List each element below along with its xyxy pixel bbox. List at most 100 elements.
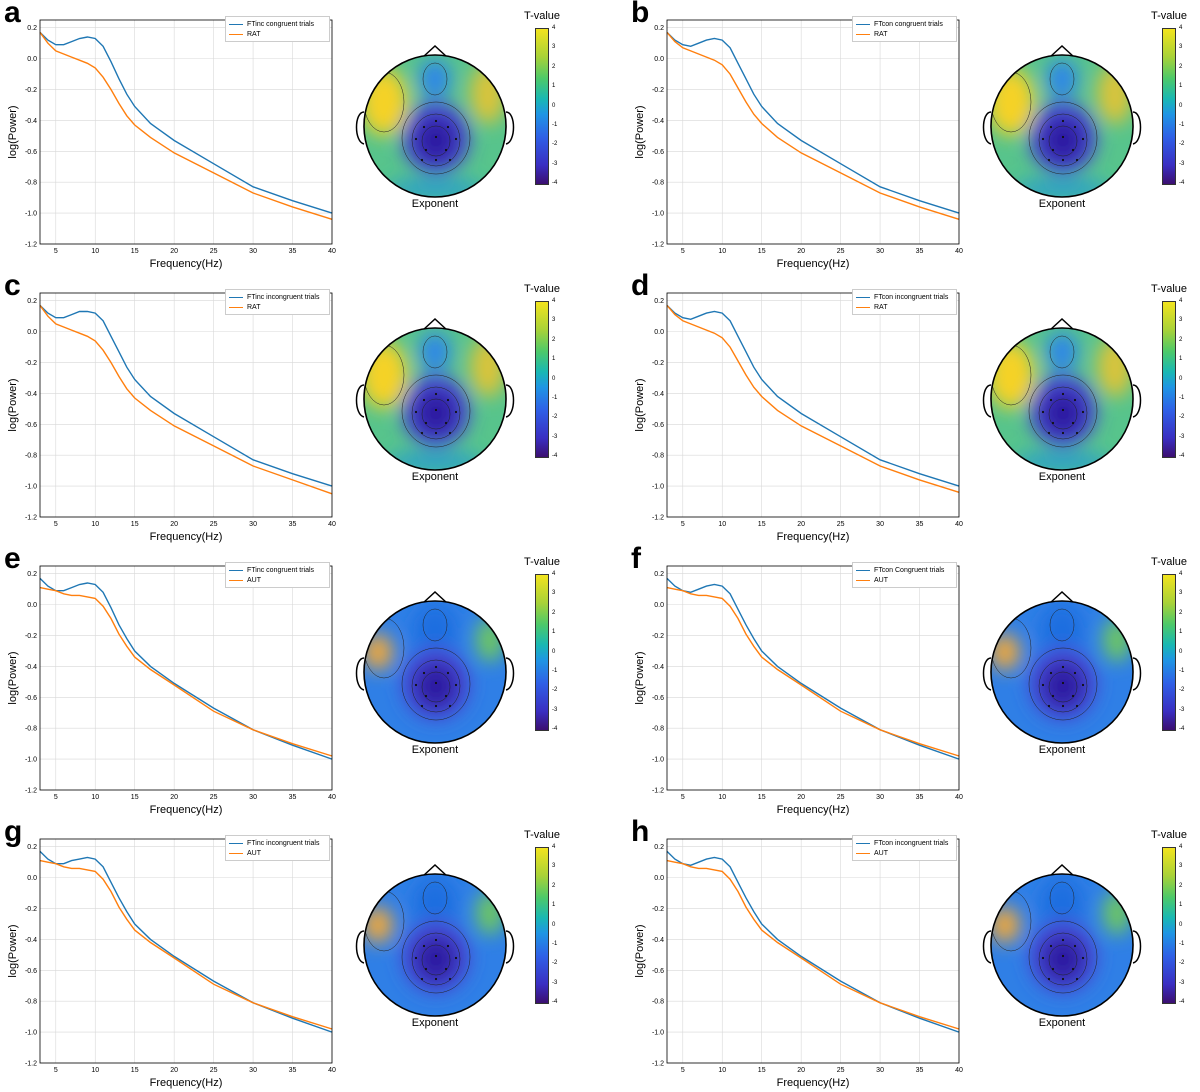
field-right-positive xyxy=(1103,891,1131,935)
contour-line xyxy=(1048,398,1078,430)
topomap-field xyxy=(364,874,506,1016)
electrode-marker xyxy=(1061,392,1065,396)
field-right-positive xyxy=(476,618,504,662)
colorbar-tick-label: -4 xyxy=(552,453,558,459)
series-line-orange xyxy=(39,586,333,757)
legend-entry: FTcon incongruent trials xyxy=(856,838,953,848)
colorbar-tick-label: -3 xyxy=(1179,433,1185,440)
head-nose xyxy=(1049,317,1075,331)
y-tick-label: -1.0 xyxy=(25,211,37,218)
x-axis-label: Frequency(Hz) xyxy=(777,258,850,270)
legend-label: AUT xyxy=(247,849,261,857)
electrode-marker xyxy=(1049,944,1053,948)
contour-line xyxy=(1048,671,1078,703)
head-right-ear xyxy=(1132,930,1142,964)
y-axis-label: log(Power) xyxy=(7,651,19,704)
x-tick-label: 40 xyxy=(328,248,336,255)
panel-letter: a xyxy=(4,0,21,29)
field-central-inner xyxy=(1041,116,1085,164)
electrode-marker xyxy=(454,410,458,414)
electrode-marker xyxy=(1075,977,1079,981)
exponent-label: Exponent xyxy=(411,471,459,483)
head-nose xyxy=(422,863,448,877)
panel-f: f 5 10 15 20 25 30 35 40 0.2 0.0 -0.2 -0.4 -0.6 -0.8 -1… xyxy=(627,542,1200,819)
electrode-marker xyxy=(1047,431,1051,435)
legend-label: FTcon incongruent trials xyxy=(874,839,949,847)
x-tick-label: 5 xyxy=(681,794,685,801)
electrode-marker xyxy=(1041,410,1045,414)
x-tick-label: 5 xyxy=(681,521,685,528)
topomap xyxy=(982,863,1142,1017)
series-line-orange xyxy=(39,859,333,1030)
x-tick-label: 30 xyxy=(249,1067,257,1074)
field-frontal xyxy=(1040,604,1084,656)
electrode-marker xyxy=(1071,694,1075,698)
head-outline xyxy=(363,873,507,1017)
y-tick-label: -0.6 xyxy=(25,968,37,975)
topomap xyxy=(982,317,1142,471)
panel-letter: h xyxy=(631,815,650,848)
electrode-marker xyxy=(422,125,426,129)
colorbar-tick-label: 3 xyxy=(1179,317,1183,324)
electrode-marker xyxy=(1061,681,1065,685)
y-tick-label: -1.0 xyxy=(25,757,37,764)
topomap xyxy=(982,590,1142,744)
electrode-marker xyxy=(422,944,426,948)
x-axis-label: Frequency(Hz) xyxy=(777,1077,850,1089)
legend: FTinc congruent trials AUT xyxy=(225,562,330,588)
colorbar xyxy=(535,301,549,458)
contour-line xyxy=(1049,608,1075,642)
colorbar-tick-label: 2 xyxy=(552,882,556,889)
x-tick-label: 25 xyxy=(210,794,218,801)
x-tick-label: 30 xyxy=(876,248,884,255)
axes-frame xyxy=(666,292,960,518)
y-tick-label: 0.2 xyxy=(654,298,664,305)
x-tick-label: 5 xyxy=(681,248,685,255)
x-tick-label: 15 xyxy=(758,521,766,528)
field-frontal-negative xyxy=(419,59,451,99)
x-tick-label: 25 xyxy=(837,521,845,528)
legend-label: RAT xyxy=(247,303,261,311)
electrode-marker xyxy=(434,119,438,123)
electrode-marker xyxy=(1061,954,1065,958)
legend-swatch xyxy=(229,306,243,308)
head-right-ear xyxy=(1132,111,1142,145)
legend-label: FTinc incongruent trials xyxy=(247,839,320,847)
electrode-marker xyxy=(434,938,438,942)
legend-swatch xyxy=(856,579,870,581)
colorbar-tick-label: -3 xyxy=(552,706,558,713)
x-tick-label: 35 xyxy=(916,1067,924,1074)
head-outline xyxy=(363,54,507,198)
x-tick-label: 30 xyxy=(876,794,884,801)
contour-line xyxy=(1049,335,1075,369)
head-left-ear xyxy=(982,930,992,964)
x-tick-label: 10 xyxy=(718,1067,726,1074)
contour-line xyxy=(411,659,461,713)
y-tick-label: -0.2 xyxy=(25,87,37,94)
head-right-ear xyxy=(505,930,515,964)
line-chart: 5 10 15 20 25 30 35 40 0.2 0.0 -0.2 -0.4 -0.6 -0.8 -1.… xyxy=(634,19,963,270)
colorbar-title: T-value xyxy=(523,829,561,841)
legend: FTinc incongruent trials AUT xyxy=(225,835,330,861)
x-tick-label: 15 xyxy=(758,1067,766,1074)
contour-line xyxy=(1028,101,1098,175)
colorbar-tick-label: 1 xyxy=(552,356,556,363)
legend: FTcon incongruent trials RAT xyxy=(852,289,957,315)
legend-entry: RAT xyxy=(229,29,326,39)
x-axis-label: Frequency(Hz) xyxy=(150,1077,223,1089)
legend-label: AUT xyxy=(874,576,888,584)
electrode-marker xyxy=(1051,967,1055,971)
colorbar-tick-label: -1 xyxy=(1179,667,1185,674)
electrode-marker xyxy=(424,967,428,971)
panel-letter: c xyxy=(4,269,21,302)
x-tick-label: 20 xyxy=(797,794,805,801)
y-tick-label: -1.2 xyxy=(25,1061,37,1068)
legend-entry: FTinc incongruent trials xyxy=(229,292,326,302)
legend-swatch xyxy=(229,33,243,35)
colorbar-tick-label: 4 xyxy=(552,844,556,850)
x-axis-label: Frequency(Hz) xyxy=(777,531,850,543)
topomap xyxy=(982,44,1142,198)
contour-line xyxy=(411,386,461,440)
head-left-ear xyxy=(982,384,992,418)
y-tick-label: -0.6 xyxy=(652,695,664,702)
